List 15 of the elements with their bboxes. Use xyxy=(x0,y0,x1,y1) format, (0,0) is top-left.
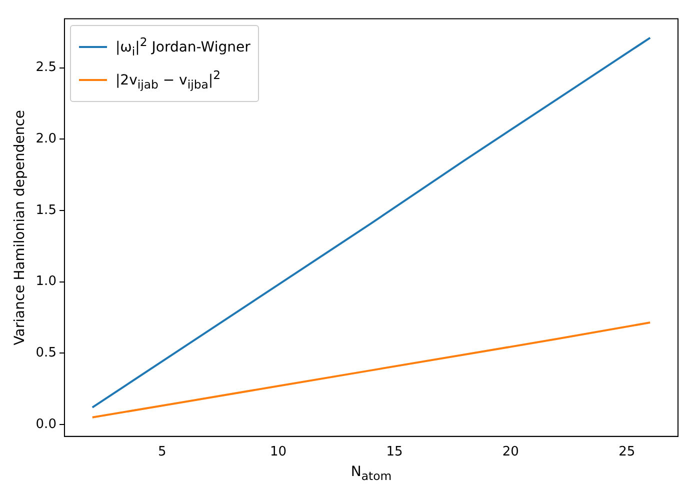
legend-label: |2v$_{ijab}$ − v$_{ijba}$|$^{2}$ xyxy=(115,67,221,94)
y-axis-title: Variance Hamilonian dependence xyxy=(12,110,28,346)
y-tick-label: 0.5 xyxy=(36,346,56,361)
y-tick-label: 2.5 xyxy=(36,60,56,76)
y-tick-label: 2.0 xyxy=(36,131,56,146)
y-tick-label: 0.0 xyxy=(36,416,56,432)
x-tick-label: 20 xyxy=(502,444,519,460)
x-tick-label: 5 xyxy=(158,444,166,460)
x-axis-title: N$_{atom}$ xyxy=(350,464,393,483)
y-tick-label: 1.5 xyxy=(36,202,56,218)
x-tick-label: 25 xyxy=(618,444,636,460)
y-tick-label: 1.0 xyxy=(36,274,56,290)
x-tick-label: 10 xyxy=(270,444,287,460)
legend-label: |ω$_{i}$|$^{2}$ Jordan-Wigner xyxy=(115,34,250,60)
x-tick-label: 15 xyxy=(386,444,403,460)
